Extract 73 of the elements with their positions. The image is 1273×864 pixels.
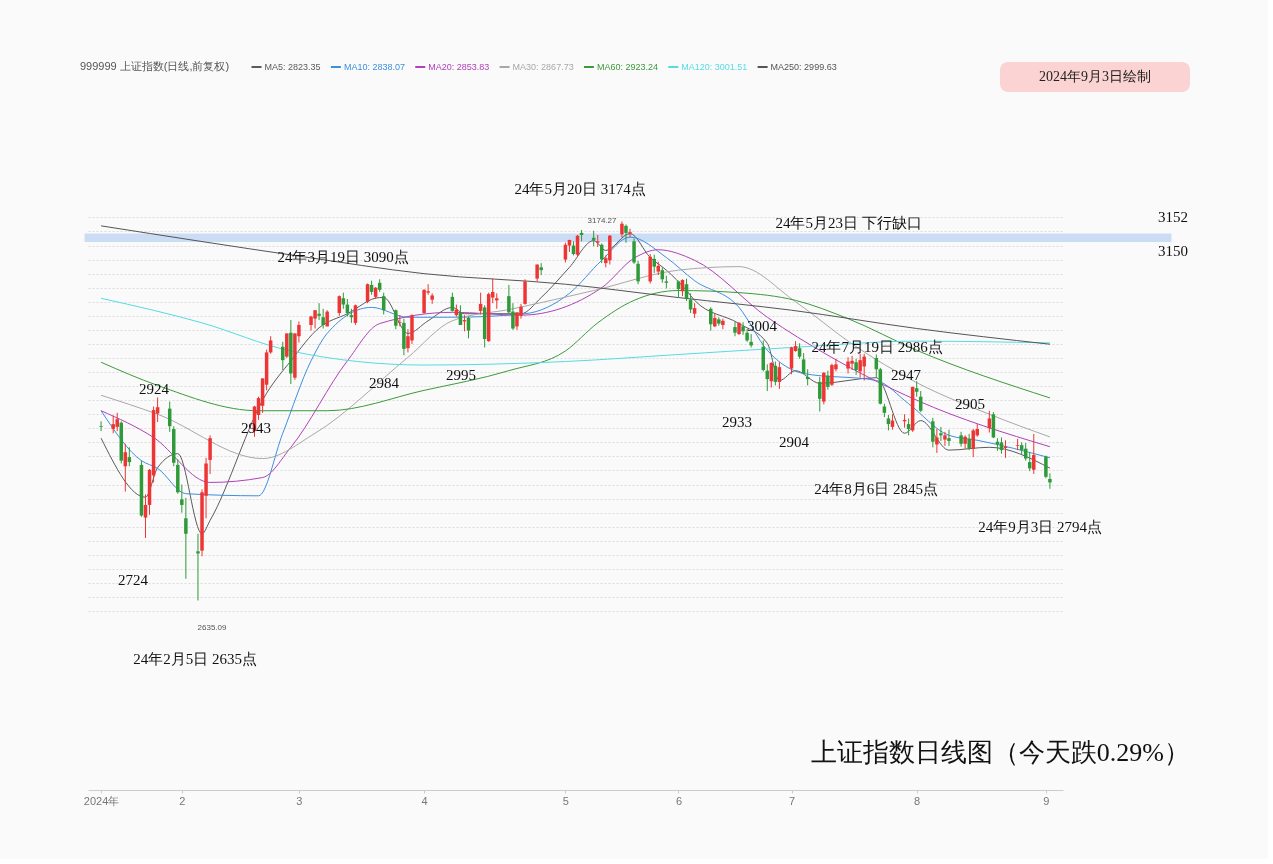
candlestick	[313, 309, 317, 329]
annotation: 2924	[139, 381, 170, 397]
band-label: 24年5月23日 下行缺口	[775, 215, 922, 232]
candlestick	[628, 228, 632, 238]
candlestick	[935, 428, 939, 454]
candlestick	[830, 363, 834, 387]
candlestick	[931, 417, 935, 448]
candlestick	[858, 353, 862, 379]
candlestick	[943, 431, 947, 447]
candlestick	[1015, 438, 1020, 451]
x-tick-label: 7	[788, 794, 796, 807]
legend-label: MA10: 2838.07	[343, 62, 405, 72]
legend-label: MA60: 2923.24	[596, 62, 658, 72]
x-tick-label: 9	[1043, 794, 1050, 807]
annotation: 2904	[779, 434, 810, 450]
candlestick	[826, 370, 830, 391]
text: 24年5月20日 3174点	[514, 181, 646, 197]
text: 3150	[1158, 243, 1188, 259]
candlestick	[963, 434, 967, 450]
candlestick	[196, 533, 200, 601]
text: 2024年9月3日绘制	[1039, 69, 1151, 84]
legend-label: MA20: 2853.83	[428, 62, 490, 72]
candlestick	[99, 420, 103, 432]
text: 999999 上证指数(日线,前复权)	[80, 60, 230, 72]
legend-label: MA120: 3001.51	[681, 62, 748, 72]
candlestick	[971, 428, 975, 458]
x-tick-label: 4	[421, 794, 428, 807]
candlestick	[846, 356, 850, 374]
candlestick	[652, 254, 656, 274]
candlestick	[818, 376, 822, 412]
x-tick-label: 2024年	[83, 794, 120, 807]
annotation: 24年8月6日 2845点	[814, 481, 938, 497]
candlestick	[709, 306, 713, 332]
annotation: 2995	[446, 367, 476, 383]
text: 2635.09	[197, 623, 228, 632]
candlestick	[495, 292, 499, 310]
candlestick	[281, 341, 285, 371]
candlestick	[1032, 433, 1036, 475]
candlestick	[422, 288, 426, 315]
candlestick	[862, 353, 866, 382]
annotation: 24年3月19日 3090点	[277, 249, 409, 265]
text: 3152	[1158, 209, 1188, 225]
annotation: 24年9月3日 2794点	[978, 519, 1102, 535]
candlestick	[749, 333, 753, 348]
candlestick	[398, 314, 402, 327]
candlestick	[854, 358, 858, 376]
candlestick	[624, 223, 628, 244]
legend-label: MA5: 2823.35	[264, 62, 321, 72]
candlestick	[523, 278, 527, 306]
legend-label: MA250: 2999.63	[770, 62, 837, 72]
candlestick	[285, 332, 289, 359]
candlestick	[733, 320, 737, 337]
x-tick-label: 2	[179, 794, 186, 807]
candlestick	[939, 426, 943, 442]
annotation: 2947	[891, 367, 922, 383]
candlestick	[184, 497, 188, 580]
candlestick	[721, 318, 725, 330]
x-tick-label: 3	[296, 794, 303, 807]
annotation: 2905	[955, 396, 985, 412]
annotation: 3174.27	[587, 216, 618, 225]
x-tick-label: 6	[675, 794, 683, 807]
x-tick-label: 8	[914, 794, 921, 807]
candlestick	[947, 429, 951, 447]
candlestick	[115, 412, 119, 432]
annotation: 2724	[118, 572, 149, 588]
text: 上证指数日线图（今天跌0.29%）	[810, 738, 1190, 767]
legend-label: MA30: 2867.73	[512, 62, 574, 72]
text: 24年2月5日 2635点	[133, 651, 257, 667]
annotation: 2984	[369, 375, 400, 391]
candlestick	[850, 355, 854, 371]
x-tick-label: 5	[562, 794, 569, 807]
annotation: 3004	[747, 318, 778, 334]
annotation: 2933	[722, 414, 752, 430]
